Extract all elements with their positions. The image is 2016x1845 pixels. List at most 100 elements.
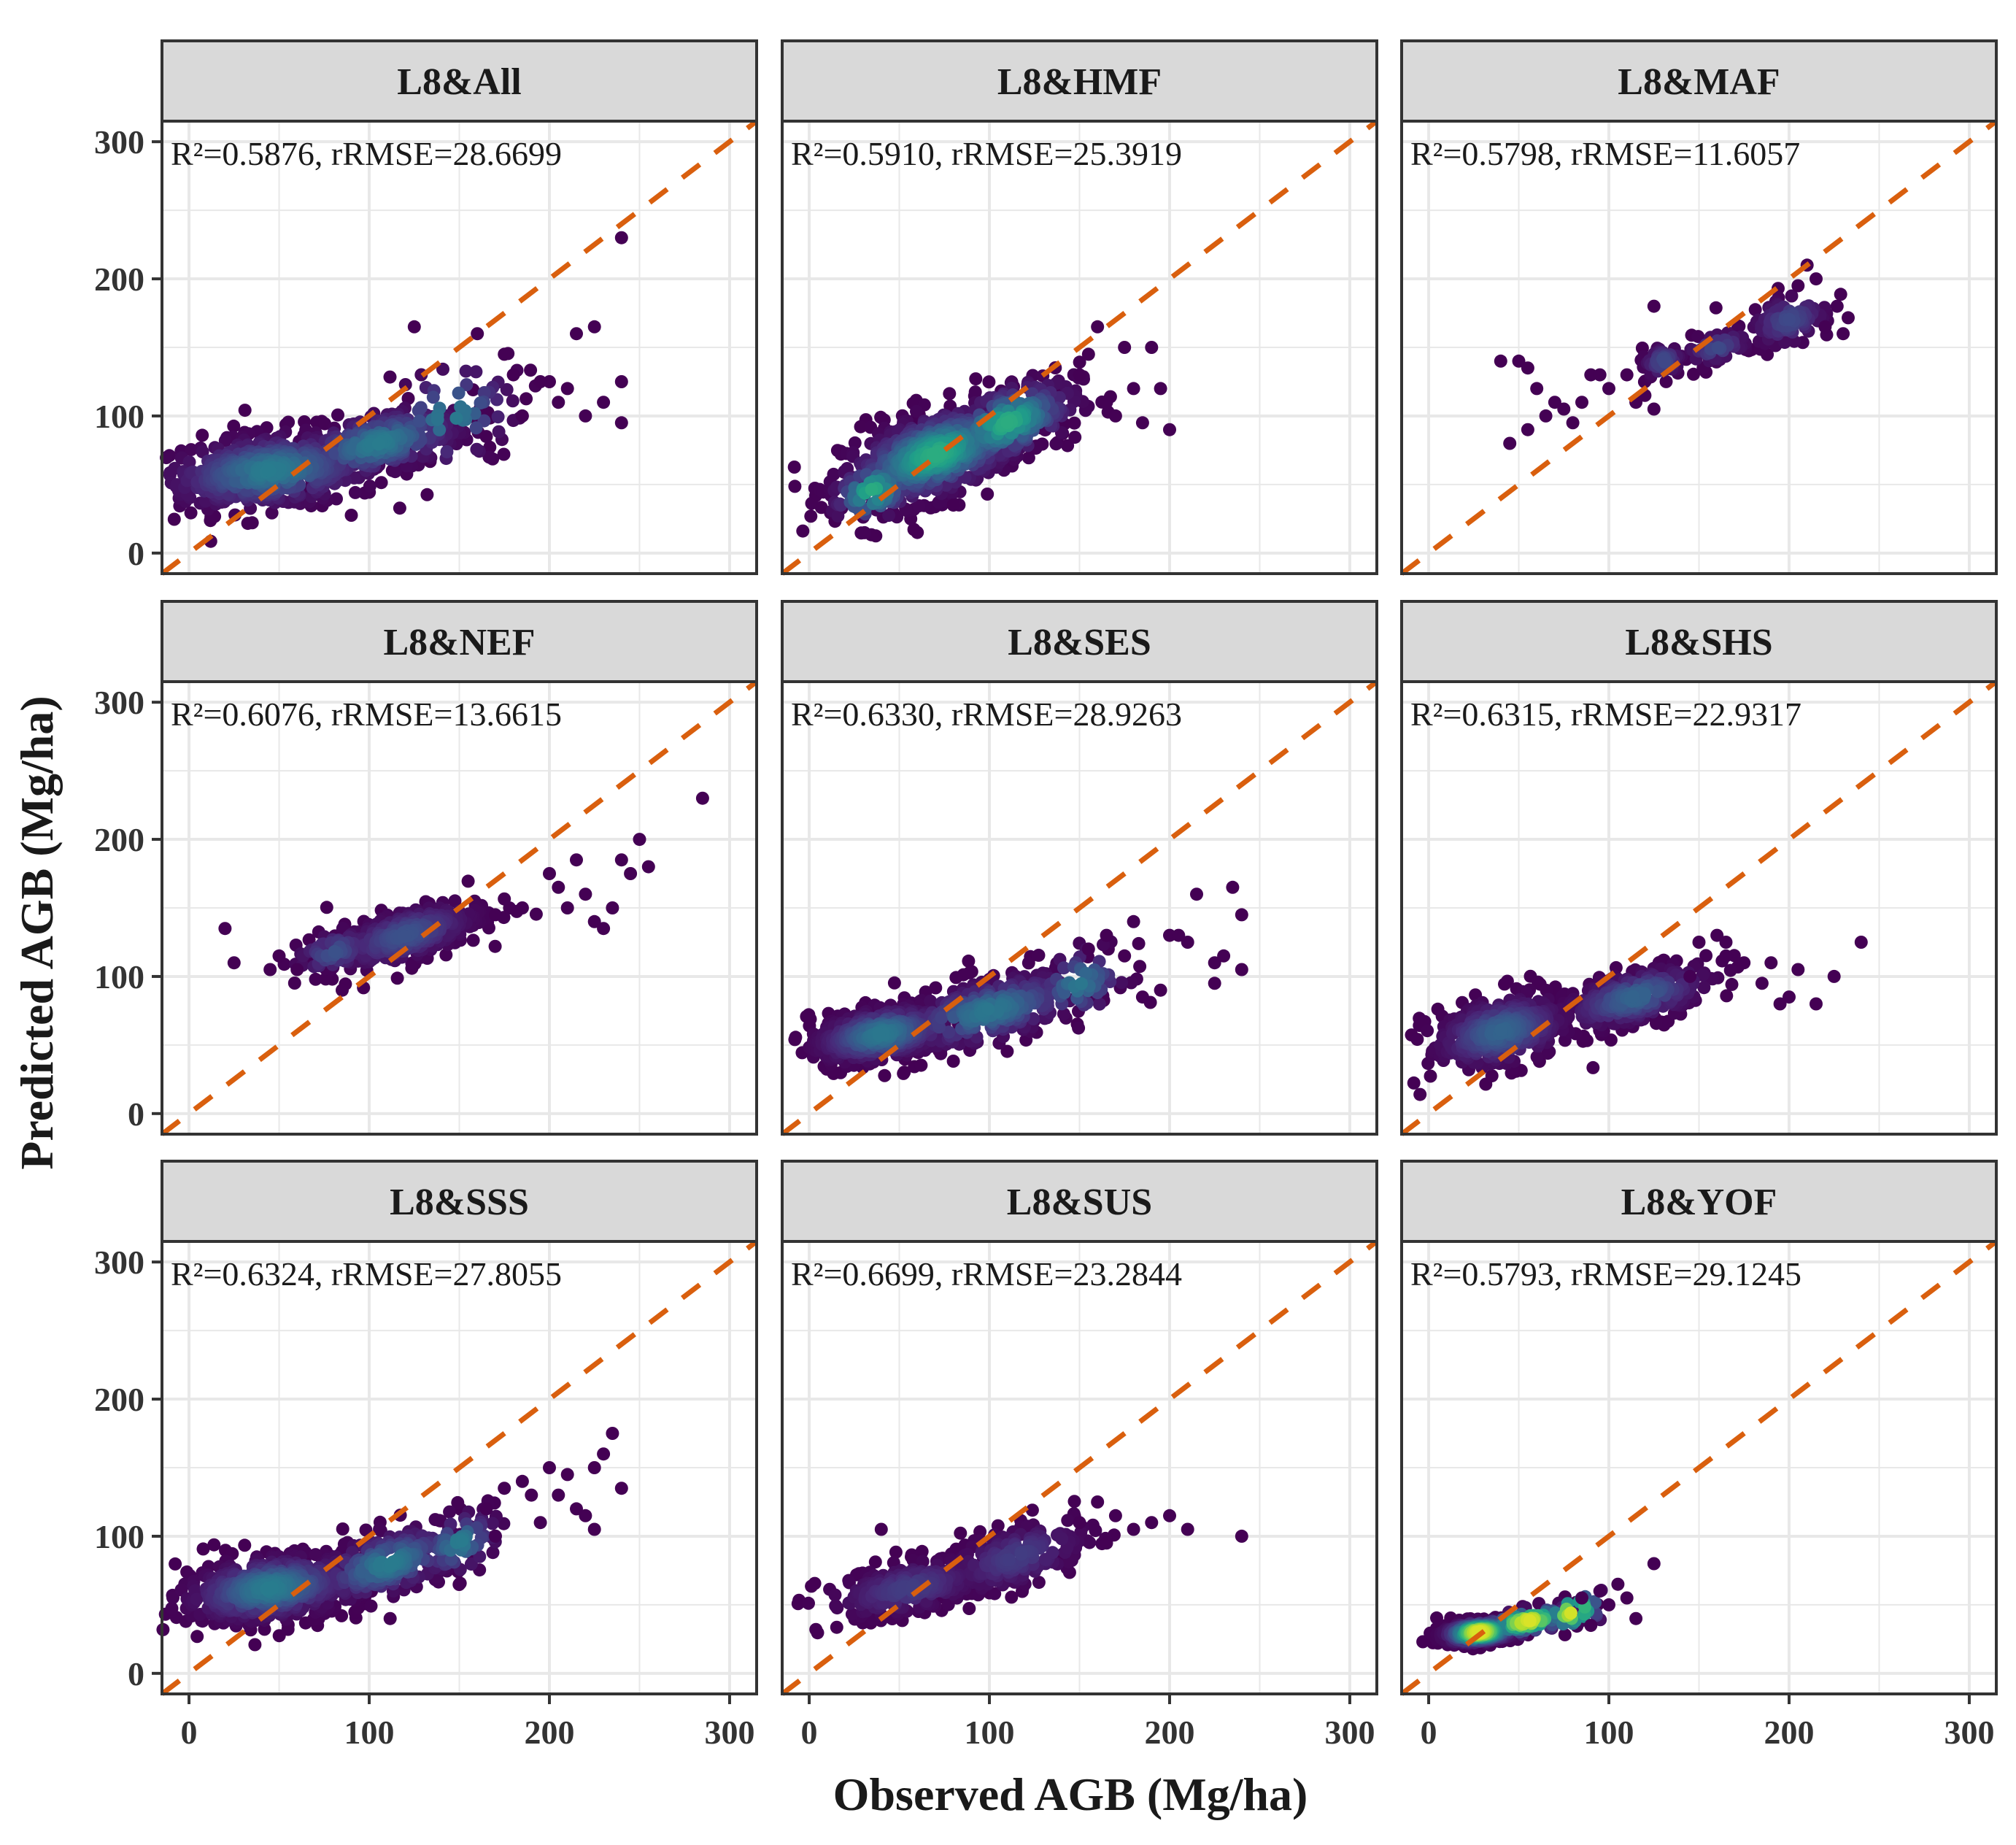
outlier-point	[615, 231, 628, 244]
outlier-point	[606, 1427, 619, 1440]
panel-title: L8&SES	[1008, 622, 1151, 663]
outlier-point	[516, 901, 529, 914]
data-point	[924, 995, 937, 1008]
outlier-point	[588, 1523, 601, 1536]
outlier-point	[1154, 382, 1167, 395]
data-point	[238, 1538, 251, 1552]
data-point	[788, 461, 801, 474]
data-point	[1650, 1017, 1663, 1030]
data-point	[169, 1557, 182, 1571]
outlier-point	[552, 881, 565, 894]
data-point	[520, 392, 533, 405]
outlier-point	[336, 984, 349, 997]
data-point	[1424, 1070, 1437, 1083]
panel-title: L8&All	[397, 61, 521, 103]
data-point	[470, 443, 483, 456]
outlier-point	[1567, 416, 1580, 429]
outlier-point	[579, 1509, 592, 1522]
stats-annotation: R²=0.5910, rRMSE=25.3919	[791, 135, 1182, 172]
outlier-point	[1720, 936, 1733, 949]
y-tick-label: 200	[94, 261, 144, 298]
outlier-point	[615, 853, 628, 866]
outlier-point	[525, 1489, 538, 1502]
outlier-point	[1837, 327, 1850, 340]
outlier-point	[1756, 977, 1769, 990]
y-tick-label: 100	[94, 398, 144, 435]
data-point	[981, 488, 994, 501]
outlier-point	[696, 792, 709, 805]
outlier-point	[606, 901, 619, 914]
data-point	[470, 421, 483, 434]
stats-annotation: R²=0.5798, rRMSE=11.6057	[1410, 135, 1800, 172]
outlier-point	[570, 853, 583, 866]
outlier-point	[1737, 956, 1750, 969]
outlier-point	[1091, 320, 1104, 334]
outlier-point	[597, 922, 610, 935]
outlier-point	[290, 963, 304, 977]
outlier-point	[1621, 369, 1634, 382]
data-point	[263, 464, 277, 477]
outlier-point	[579, 409, 592, 423]
data-point	[943, 387, 956, 400]
data-point	[1075, 977, 1088, 990]
data-point	[1834, 288, 1847, 301]
data-point	[460, 365, 473, 378]
data-point	[375, 476, 388, 489]
outlier-point	[615, 416, 628, 429]
data-point	[372, 438, 385, 451]
data-point	[493, 425, 506, 439]
outlier-point	[408, 320, 421, 334]
outlier-point	[534, 375, 547, 388]
data-point	[1068, 431, 1081, 444]
outlier-point	[1503, 437, 1516, 450]
outlier-point	[507, 369, 520, 382]
data-point	[431, 413, 444, 426]
outlier-point	[516, 1475, 529, 1488]
outlier-point	[1602, 382, 1615, 395]
outlier-point	[1530, 382, 1543, 395]
panel-title: L8&MAF	[1618, 61, 1780, 103]
data-point	[914, 1059, 927, 1072]
data-point	[328, 945, 341, 958]
outlier-point	[1073, 369, 1086, 382]
outlier-point	[588, 320, 601, 334]
data-point	[263, 1582, 276, 1595]
data-point	[462, 874, 475, 887]
data-point	[1498, 977, 1511, 990]
data-point	[363, 479, 376, 493]
outlier-point	[1648, 403, 1661, 416]
data-point	[1421, 1024, 1434, 1037]
outlier-point	[1100, 396, 1113, 409]
data-point	[1720, 989, 1733, 1002]
outlier-point	[1127, 382, 1140, 395]
data-point	[1660, 375, 1673, 388]
data-point	[393, 501, 406, 515]
outlier-point	[597, 396, 610, 409]
data-point	[865, 483, 878, 496]
data-point	[391, 971, 404, 985]
outlier-point	[1575, 396, 1588, 409]
data-point	[949, 971, 962, 984]
data-point	[185, 506, 198, 520]
outlier-point	[1136, 416, 1149, 429]
outlier-point	[615, 375, 628, 388]
outlier-point	[1226, 881, 1239, 894]
data-point	[1410, 1033, 1424, 1046]
data-point	[384, 371, 397, 384]
data-point	[336, 1522, 349, 1536]
data-point	[389, 465, 402, 478]
data-point	[467, 933, 480, 947]
data-point	[947, 1055, 960, 1068]
data-point	[1115, 976, 1128, 989]
data-point	[168, 513, 181, 526]
outlier-point	[1783, 990, 1796, 1004]
outlier-point	[543, 867, 556, 880]
outlier-point	[947, 498, 960, 512]
y-tick-label: 300	[94, 684, 144, 721]
y-tick-label: 0	[128, 535, 144, 572]
